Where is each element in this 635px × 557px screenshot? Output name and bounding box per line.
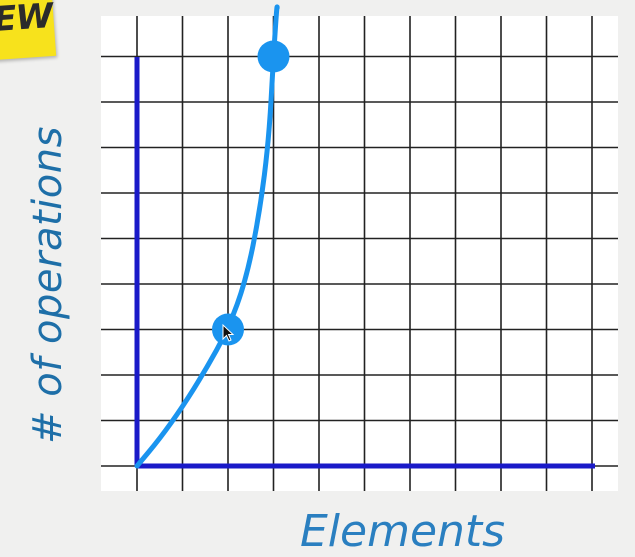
y-axis-label: # of operations (25, 126, 71, 444)
chart-background (101, 16, 618, 491)
growth-curve (134, 4, 280, 469)
grid-lines (101, 16, 618, 491)
x-axis-caption: Elements (0, 506, 635, 557)
highlighted-point (257, 40, 290, 73)
complexity-chart (101, 4, 618, 491)
mouse-cursor-icon (222, 323, 235, 342)
